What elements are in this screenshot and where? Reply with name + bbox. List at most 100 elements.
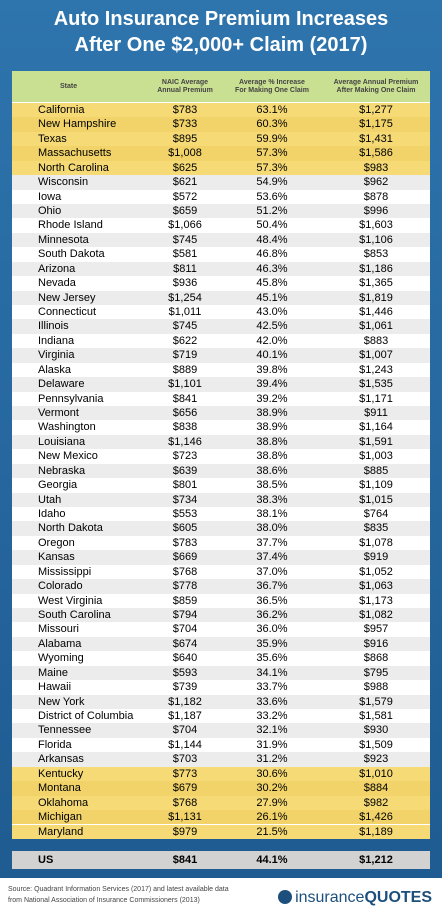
table-row: Utah $734 38.3% $1,015 [12, 492, 430, 508]
table-row: Maryland $979 21.5% $1,189 [12, 824, 430, 839]
table-cell: $979 [172, 825, 198, 838]
total-cell: US [38, 854, 54, 866]
table-cell: Kentucky [38, 767, 84, 780]
table-cell: $773 [172, 767, 198, 780]
table-row: Wisconsin $621 54.9% $962 [12, 175, 430, 190]
table-cell: $983 [363, 161, 389, 174]
table-cell: 30.6% [256, 767, 288, 780]
table-cell: $1,052 [359, 565, 393, 578]
table-cell: 54.9% [256, 176, 288, 189]
table-cell: $719 [172, 349, 198, 362]
table-cell: $883 [363, 334, 389, 347]
table-cell: New Hampshire [38, 118, 117, 131]
table-cell: Nevada [38, 277, 76, 290]
table-cell: $1,535 [359, 378, 393, 391]
table-cell: $811 [173, 262, 197, 275]
table-row: Oregon $783 37.7% $1,078 [12, 535, 430, 551]
table-cell: $745 [172, 320, 198, 333]
table-row: Texas $895 59.9% $1,431 [12, 131, 430, 147]
header-text: State [60, 83, 78, 90]
table-cell: $923 [363, 753, 389, 766]
table-cell: Maine [38, 666, 68, 679]
table-cell: 38.8% [256, 450, 288, 463]
table-cell: 30.2% [256, 782, 288, 795]
table-row: Tennessee $704 32.1% $930 [12, 723, 430, 738]
table-row: Illinois $745 42.5% $1,061 [12, 319, 430, 334]
table-cell: $1,010 [359, 767, 393, 780]
table-row: Kentucky $773 30.6% $1,010 [12, 766, 430, 782]
table-cell: $640 [172, 652, 198, 665]
table-cell: $996 [363, 205, 389, 217]
table-cell: 37.7% [256, 536, 288, 549]
table-row: Minnesota $745 48.4% $1,106 [12, 232, 430, 248]
table-cell: 57.3% [256, 147, 288, 160]
table-cell: Vermont [38, 407, 79, 420]
table-cell: South Dakota [38, 248, 105, 261]
table-cell: $889 [172, 363, 198, 376]
table-cell: $859 [172, 594, 198, 607]
table-cell: 46.3% [256, 262, 288, 275]
table-row: Maine $593 34.1% $795 [12, 665, 430, 681]
table-cell: $1,365 [359, 277, 393, 290]
table-cell: $659 [172, 205, 198, 217]
table-cell: $778 [172, 580, 198, 593]
table-cell: $853 [363, 248, 389, 261]
table-row: Colorado $778 36.7% $1,063 [12, 579, 430, 594]
table-cell: Idaho [38, 508, 66, 521]
table-cell: 39.4% [256, 378, 288, 391]
table-cell: 51.2% [256, 205, 288, 217]
table-row: North Carolina $625 57.3% $983 [12, 160, 430, 176]
table-row: Ohio $659 51.2% $996 [12, 204, 430, 219]
table-cell: 33.2% [256, 710, 288, 723]
table-row: Hawaii $739 33.7% $988 [12, 680, 430, 695]
table-cell: North Carolina [38, 161, 109, 174]
table-cell: 42.5% [256, 320, 288, 333]
table-cell: $916 [363, 637, 389, 650]
table-cell: $1,446 [359, 306, 393, 319]
table-cell: $1,175 [359, 118, 393, 131]
table-row: West Virginia $859 36.5% $1,173 [12, 593, 430, 609]
table-cell: $1,011 [168, 306, 202, 319]
table-cell: 59.9% [256, 132, 288, 145]
table-cell: $1,146 [168, 435, 202, 448]
table-cell: Pennsylvania [38, 392, 104, 405]
table-row: South Dakota $581 46.8% $853 [12, 247, 430, 262]
table-cell: $1,426 [359, 811, 393, 824]
table-cell: $1,173 [359, 594, 393, 607]
table-cell: 53.6% [256, 190, 288, 203]
table-cell: 35.9% [256, 637, 288, 650]
table-cell: $621 [172, 176, 198, 189]
table-cell: $1,015 [359, 493, 393, 506]
title: Auto Insurance Premium Increases [53, 8, 389, 30]
table-cell: $930 [363, 724, 389, 737]
table-cell: $885 [363, 464, 389, 477]
table-cell: 36.2% [256, 609, 288, 622]
table-cell: 36.5% [256, 594, 288, 607]
table-cell: $911 [364, 407, 388, 420]
table-cell: West Virginia [38, 594, 103, 607]
table-cell: 63.1% [256, 104, 288, 116]
table-cell: $1,819 [359, 291, 393, 304]
table-row: Louisiana $1,146 38.8% $1,591 [12, 434, 430, 450]
table-cell: $1,164 [359, 421, 393, 434]
table-cell: $1,187 [168, 710, 202, 723]
table-cell: $639 [172, 464, 198, 477]
table-cell: $868 [363, 652, 389, 665]
logo: insuranceQUOTES [278, 889, 432, 907]
table-cell: 38.9% [256, 421, 288, 434]
title: After One $2,000+ Claim (2017) [74, 34, 368, 56]
header-cell: Average Annual Premium After Making One C… [324, 79, 428, 95]
table-cell: Louisiana [38, 435, 86, 448]
table-cell: $1,066 [168, 219, 202, 232]
table-row: Oklahoma $768 27.9% $982 [12, 795, 430, 811]
table-cell: $734 [172, 493, 198, 506]
table-row: Idaho $553 38.1% $764 [12, 507, 430, 522]
table-cell: $605 [172, 522, 198, 535]
table-cell: $1,603 [359, 219, 393, 232]
table-row: Georgia $801 38.5% $1,109 [12, 478, 430, 493]
total-cell: $841 [172, 854, 198, 866]
table-cell: North Dakota [38, 522, 103, 535]
table-row: District of Columbia $1,187 33.2% $1,581 [12, 709, 430, 724]
table-cell: Illinois [38, 320, 69, 333]
logo-text: QUOTES [364, 889, 432, 906]
